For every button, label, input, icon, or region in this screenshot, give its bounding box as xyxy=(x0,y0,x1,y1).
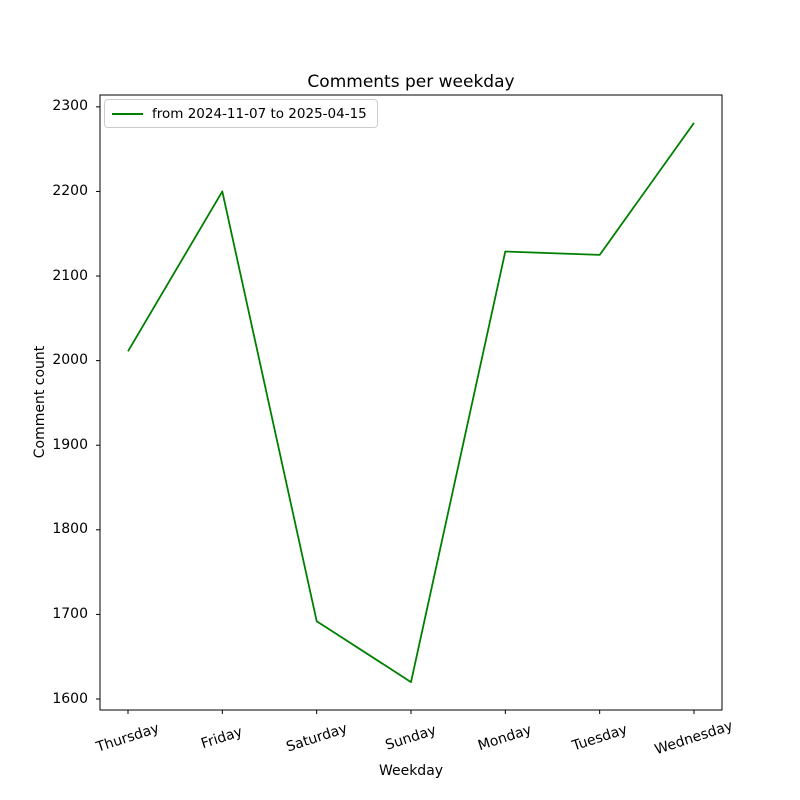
data-line xyxy=(127,122,695,683)
y-tick-label: 1800 xyxy=(52,521,88,538)
legend-label: from 2024-11-07 to 2025-04-15 xyxy=(152,105,367,122)
y-tick-label: 1600 xyxy=(52,690,88,707)
chart-title: Comments per weekday xyxy=(307,72,515,92)
y-tick-label: 2000 xyxy=(52,352,88,369)
y-tick-label: 1700 xyxy=(52,605,88,622)
y-tick-label: 1900 xyxy=(52,436,88,453)
y-axis-label: Comment count xyxy=(32,345,48,459)
x-axis-label: Weekday xyxy=(378,763,444,779)
legend: from 2024-11-07 to 2025-04-15 xyxy=(104,99,378,128)
y-tick-label: 2100 xyxy=(52,267,88,284)
plot-frame xyxy=(99,94,723,711)
legend-line-swatch xyxy=(112,112,143,115)
y-tick-label: 2200 xyxy=(52,182,88,199)
y-tick-label: 2300 xyxy=(52,98,88,115)
